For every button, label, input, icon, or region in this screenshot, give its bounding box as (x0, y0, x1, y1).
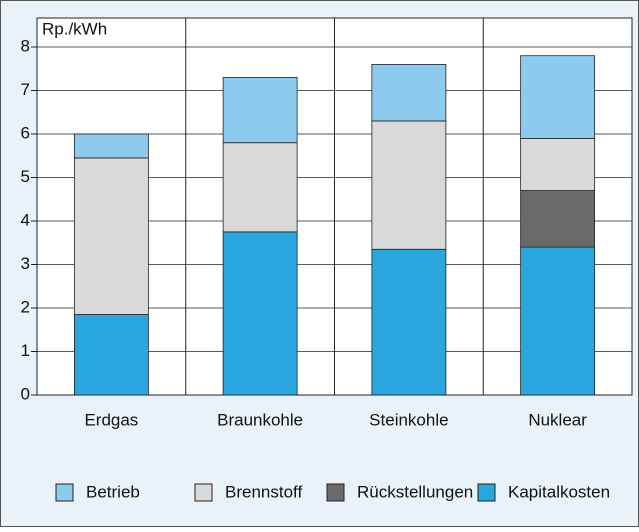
legend-label: Kapitalkosten (508, 482, 610, 501)
bar-segment (222, 231, 298, 396)
legend-label: Brennstoff (225, 482, 302, 501)
bar-segment (222, 77, 298, 144)
y-tick-label: 2 (21, 297, 30, 316)
y-tick-label: 4 (21, 210, 30, 229)
legend-swatch (55, 483, 74, 502)
bar-segment (222, 142, 298, 233)
x-tick-label: Braunkohle (217, 410, 303, 429)
y-tick-label: 7 (21, 80, 30, 99)
bar-segment (73, 157, 149, 315)
bar-segment (73, 314, 149, 396)
legend-swatch (326, 483, 345, 502)
bar-segment (520, 190, 596, 248)
x-tick-label: Erdgas (84, 410, 138, 429)
bar-segment (520, 55, 596, 139)
y-tick-label: 1 (21, 341, 30, 360)
bar-segment (371, 248, 447, 396)
legend-swatch (194, 483, 213, 502)
legend-label: Rückstellungen (357, 482, 473, 501)
y-tick-label: 3 (21, 254, 30, 273)
y-tick-label: 6 (21, 123, 30, 142)
bar-segment (520, 137, 596, 191)
bar-segment (371, 120, 447, 250)
legend-swatch (477, 483, 496, 502)
y-axis-label: Rp./kWh (42, 19, 107, 38)
y-tick-label: 5 (21, 167, 30, 186)
legend-label: Betrieb (86, 482, 140, 501)
bar-segment (520, 246, 596, 396)
x-tick-label: Steinkohle (369, 410, 448, 429)
x-tick-label: Nuklear (528, 410, 587, 429)
y-tick-label: 0 (21, 384, 30, 403)
bar-segment (371, 64, 447, 122)
y-tick-label: 8 (21, 36, 30, 55)
bar-segment (73, 133, 149, 159)
